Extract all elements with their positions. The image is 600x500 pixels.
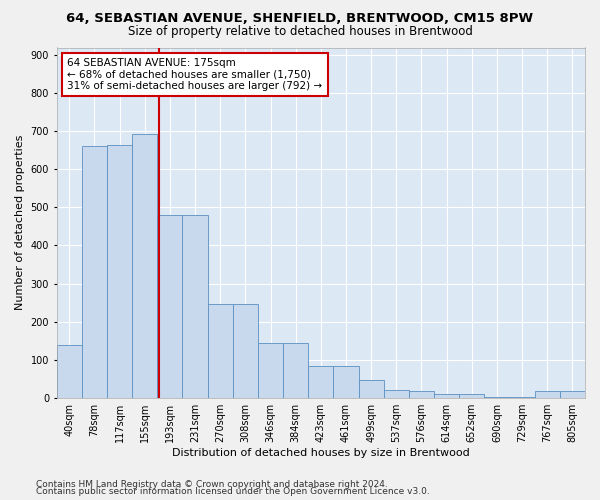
Bar [484, 397, 509, 398]
Bar [359, 380, 384, 398]
Text: 64 SEBASTIAN AVENUE: 175sqm
← 68% of detached houses are smaller (1,750)
31% of : 64 SEBASTIAN AVENUE: 175sqm ← 68% of det… [67, 58, 322, 91]
Bar [459, 394, 484, 398]
Text: 64, SEBASTIAN AVENUE, SHENFIELD, BRENTWOOD, CM15 8PW: 64, SEBASTIAN AVENUE, SHENFIELD, BRENTWO… [67, 12, 533, 26]
Bar [384, 390, 409, 398]
Text: Contains public sector information licensed under the Open Government Licence v3: Contains public sector information licen… [36, 488, 430, 496]
X-axis label: Distribution of detached houses by size in Brentwood: Distribution of detached houses by size … [172, 448, 470, 458]
Bar [157, 214, 182, 398]
Bar [509, 397, 535, 398]
Bar [560, 391, 585, 398]
Bar [132, 134, 157, 398]
Text: Contains HM Land Registry data © Crown copyright and database right 2024.: Contains HM Land Registry data © Crown c… [36, 480, 388, 489]
Bar [409, 391, 434, 398]
Bar [535, 391, 560, 398]
Bar [258, 342, 283, 398]
Bar [82, 146, 107, 398]
Bar [308, 366, 334, 398]
Text: Size of property relative to detached houses in Brentwood: Size of property relative to detached ho… [128, 25, 472, 38]
Bar [434, 394, 459, 398]
Bar [182, 214, 208, 398]
Bar [107, 144, 132, 398]
Bar [233, 304, 258, 398]
Y-axis label: Number of detached properties: Number of detached properties [15, 135, 25, 310]
Bar [56, 345, 82, 398]
Bar [283, 342, 308, 398]
Bar [208, 304, 233, 398]
Bar [334, 366, 359, 398]
